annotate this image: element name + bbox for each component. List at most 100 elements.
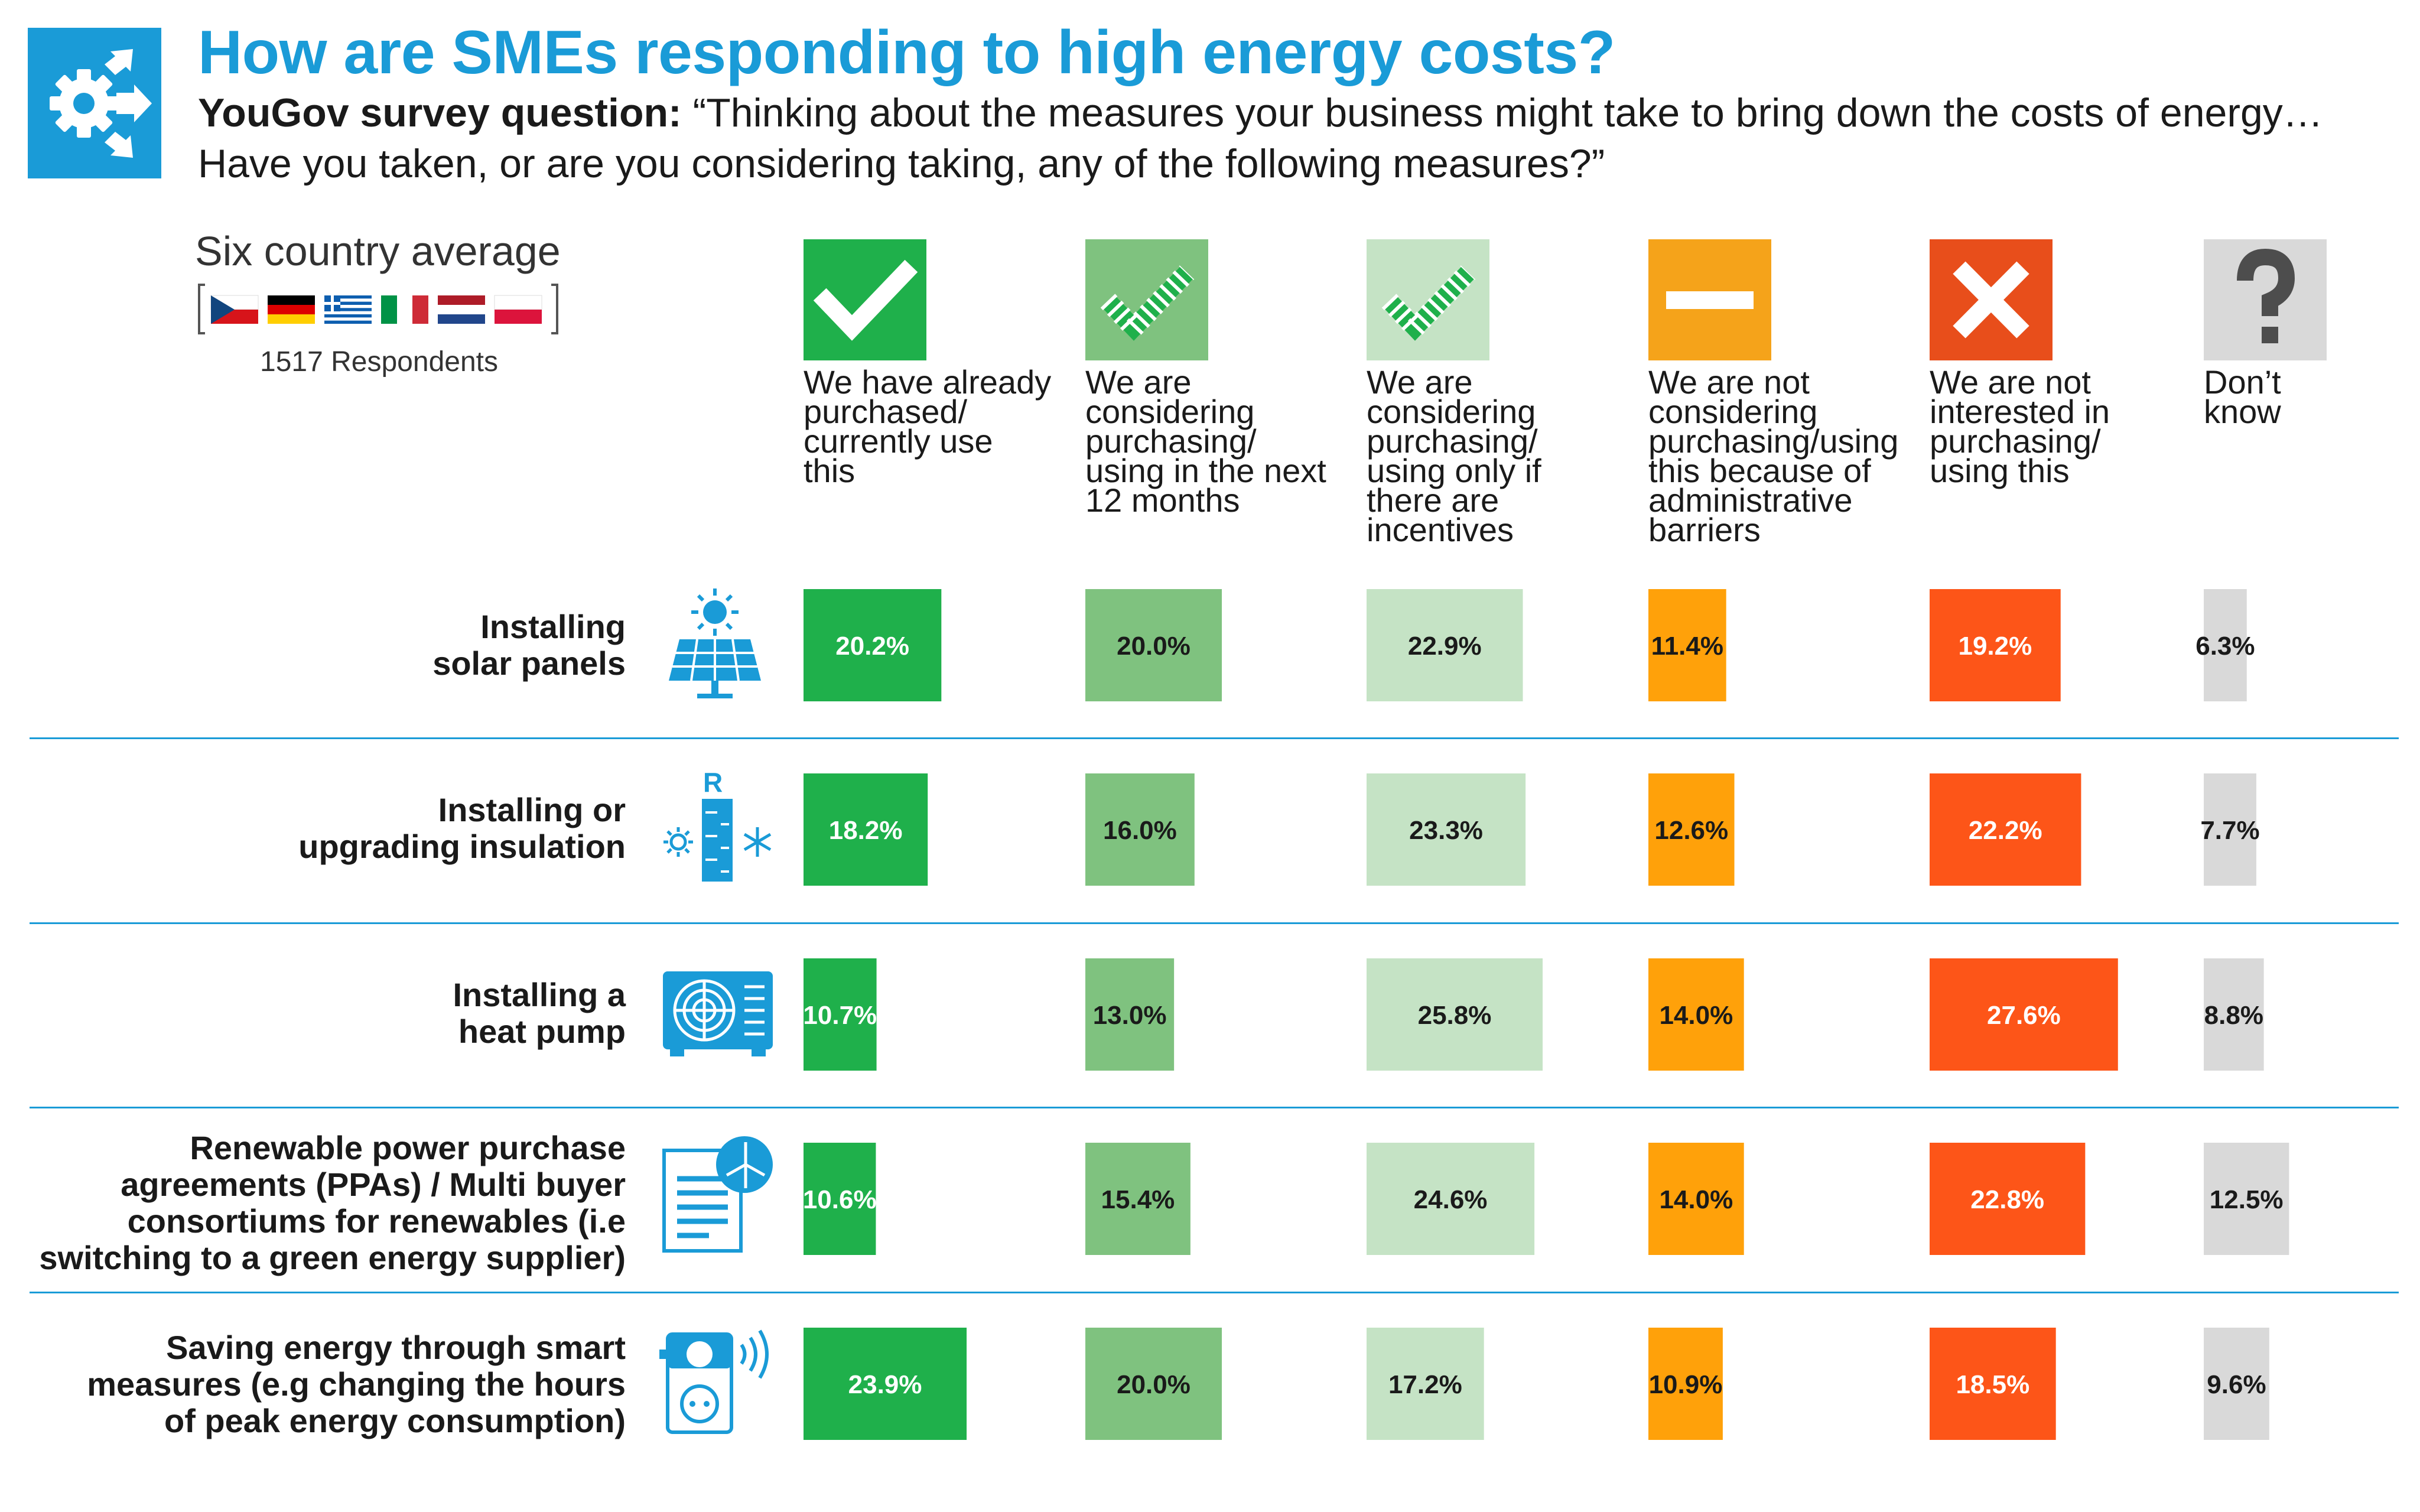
header-logo <box>28 28 161 178</box>
row-label-line: Installing a <box>453 976 626 1013</box>
czech-flag-icon <box>210 295 259 324</box>
bar-already <box>804 1328 967 1440</box>
bar-admin <box>1648 958 1744 1071</box>
bar-admin <box>1648 1143 1744 1255</box>
bar-value-label: 9.6% <box>2207 1370 2266 1399</box>
column-label-line: We are <box>1367 363 1473 401</box>
column-label-line: purchased/ <box>804 393 968 430</box>
row-label-line: heat pump <box>458 1013 626 1050</box>
column-label-next12: We are considering purchasing/ using in … <box>1085 366 1351 519</box>
question-text: “Thinking about the measures your busine… <box>198 90 2323 186</box>
bar-next12 <box>1085 589 1222 701</box>
greek-flag-icon <box>324 295 372 324</box>
bar-next12 <box>1085 1328 1222 1440</box>
column-label-already: We have already purchased/ currently use… <box>804 363 1069 487</box>
column-label-not-interested: We are not interested in purchasing/ usi… <box>1930 363 2195 489</box>
bar-admin <box>1648 773 1735 886</box>
column-label-line: know <box>2204 393 2281 430</box>
solar-panel-icon <box>669 588 761 698</box>
gear-arrows-icon <box>50 49 152 158</box>
bar-not-interested <box>1930 1328 2056 1440</box>
heat-pump-icon <box>663 971 773 1056</box>
column-label-line: using this <box>1930 452 2070 489</box>
column-label-line: considering <box>1648 393 1818 430</box>
row-label-line: Saving energy through smart <box>166 1329 626 1366</box>
column-label-line: purchasing/ <box>1085 422 1257 460</box>
bar-dont-know <box>2204 773 2256 886</box>
row-label-line: agreements (PPAs) / Multi buyer <box>121 1166 626 1203</box>
column-label-line: this because of <box>1648 452 1871 489</box>
bar-incentives <box>1367 589 1523 701</box>
bar-value-label: 23.9% <box>848 1370 922 1399</box>
bar-not-interested <box>1930 589 2061 701</box>
dotted-check-icon <box>1085 239 1208 360</box>
insulation-icon: R <box>663 768 772 882</box>
row-separator <box>30 737 2399 739</box>
bar-value-label: 12.6% <box>1654 816 1728 845</box>
bar-not-interested <box>1930 1143 2086 1255</box>
bar-value-label: 19.2% <box>1958 632 2032 661</box>
bar-already <box>804 1143 876 1255</box>
bar-incentives <box>1367 773 1526 886</box>
country-flags <box>198 284 558 334</box>
bar-value-label: 12.5% <box>2210 1185 2284 1214</box>
column-label-line: incentives <box>1367 511 1514 548</box>
bar-value-label: 10.7% <box>803 1001 877 1030</box>
survey-question: YouGov survey question: “Thinking about … <box>198 87 2384 189</box>
bar-value-label: 11.4% <box>1651 632 1723 661</box>
bar-next12 <box>1085 958 1175 1071</box>
polish-flag-icon <box>494 295 542 324</box>
check-icon <box>804 239 926 360</box>
row-separator <box>30 1292 2399 1293</box>
row-label-smart: Saving energy through smart measures (e.… <box>87 1329 626 1439</box>
column-label-line: using only if <box>1367 452 1541 489</box>
row-label-solar: Installing solar panels <box>432 609 626 682</box>
row-label-line: upgrading insulation <box>298 828 626 865</box>
italian-flag-icon <box>381 295 428 324</box>
column-label-dont-know: Don’t know <box>2204 363 2399 430</box>
bar-value-label: 18.5% <box>1956 1370 2029 1399</box>
svg-text:R: R <box>703 768 723 798</box>
bar-dont-know <box>2204 589 2247 701</box>
bar-value-label: 22.8% <box>1970 1185 2044 1214</box>
column-label-incentives: We are considering purchasing/ using onl… <box>1367 363 1632 548</box>
ppa-document-icon <box>662 1136 773 1253</box>
column-label-line: considering <box>1085 393 1255 430</box>
row-label-line: Installing or <box>438 791 626 828</box>
respondents-count: 1517 Respondents <box>260 346 498 378</box>
bar-incentives <box>1367 958 1543 1071</box>
column-label-line: We have already <box>804 363 1052 401</box>
column-label-line: We are not <box>1648 363 1810 401</box>
column-label-line: considering <box>1367 393 1536 430</box>
bar-dont-know <box>2204 1143 2289 1255</box>
bar-value-label: 20.0% <box>1117 632 1191 661</box>
question-mark-icon <box>2204 239 2327 360</box>
column-label-line: purchasing/ <box>1367 422 1538 460</box>
column-label-line: 12 months <box>1085 482 1240 519</box>
column-label-line: Don’t <box>2204 363 2281 401</box>
bar-value-label: 10.6% <box>803 1185 877 1214</box>
bar-value-label: 22.2% <box>1969 816 2042 845</box>
bar-not-interested <box>1930 773 2081 886</box>
column-label-line: there are <box>1367 482 1500 519</box>
bar-next12 <box>1085 773 1195 886</box>
bar-value-label: 10.9% <box>1649 1370 1723 1399</box>
column-label-line: interested in <box>1930 393 2110 430</box>
german-flag-icon <box>268 295 315 324</box>
question-prefix: YouGov survey question: <box>198 90 682 135</box>
bar-already <box>804 589 942 701</box>
bar-value-label: 13.0% <box>1093 1001 1167 1030</box>
bar-value-label: 20.2% <box>835 632 909 661</box>
column-label-line: We are not <box>1930 363 2091 401</box>
row-label-line: switching to a green energy supplier) <box>39 1239 626 1276</box>
column-label-line: administrative <box>1648 482 1853 519</box>
row-label-heat-pump: Installing a heat pump <box>453 977 626 1050</box>
bar-value-label: 25.8% <box>1418 1001 1492 1030</box>
column-label-admin: We are not considering purchasing/using … <box>1648 363 1914 548</box>
column-label-line: barriers <box>1648 511 1761 548</box>
minus-icon <box>1648 239 1771 360</box>
country-average-title: Six country average <box>195 228 561 274</box>
bar-incentives <box>1367 1328 1484 1440</box>
bar-incentives <box>1367 1143 1535 1255</box>
bar-value-label: 27.6% <box>1987 1001 2061 1030</box>
